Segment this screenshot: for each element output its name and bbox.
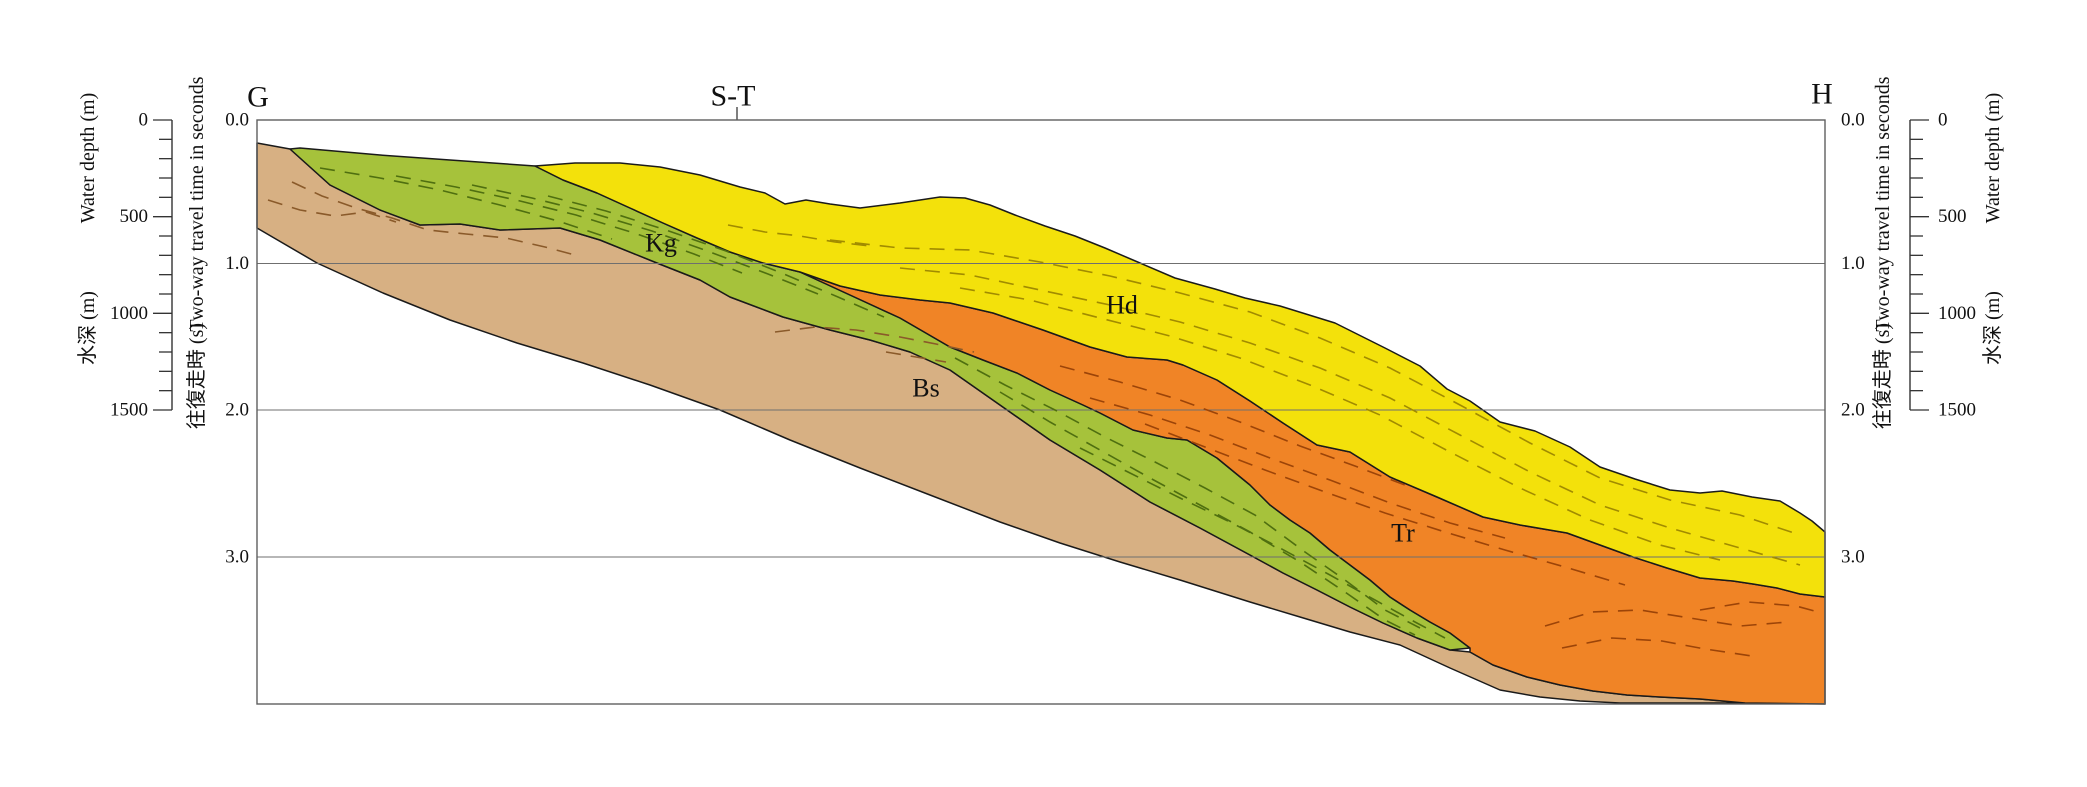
twt-tick-label-right: 3.0: [1841, 547, 1865, 568]
layer-labels: Bs Kg Tr Hd: [645, 229, 1415, 548]
depth-tick-label-left: 1500: [110, 400, 148, 421]
twt-tick-label-right: 1.0: [1841, 253, 1865, 274]
reflector-dash-kg: [954, 357, 1421, 629]
twt-tick-label-left: 0.0: [225, 110, 249, 131]
unit-label-bs: Bs: [912, 374, 939, 403]
reflector-dash-kg: [1079, 447, 1446, 639]
unit-label-hd: Hd: [1106, 291, 1138, 320]
depth-tick-label-left: 1000: [110, 303, 148, 324]
unit-label-kg: Kg: [645, 229, 677, 258]
layer-hd-polygon: [534, 162, 1826, 598]
depth-tick-label-left: 0: [139, 110, 149, 131]
twt-tick-label-left: 2.0: [225, 400, 249, 421]
reflector-dash-bs: [885, 351, 947, 363]
reflector-dash-tr: [1561, 637, 1753, 657]
depth-tick-label-left: 500: [120, 206, 149, 227]
reflector-dash-hd: [829, 239, 1801, 536]
twt-axis-title-en-left: Two-way travel time in seconds: [186, 76, 208, 331]
twt-axis-title-jp-right: 往復走時 (s): [1871, 323, 1894, 429]
reflector-dash-hd: [727, 224, 871, 247]
twt-tick-label-left: 1.0: [225, 253, 249, 274]
reflector-dash-tr: [1144, 423, 1626, 586]
plot-frame: [256, 107, 1826, 705]
profile-endpoint-right: H: [1811, 78, 1833, 111]
unit-label-tr: Tr: [1391, 519, 1415, 548]
reflector-dash-kg: [319, 167, 613, 240]
strata-layers: [256, 142, 1826, 705]
reflector-dash-hd: [959, 287, 1721, 561]
twt-tick-label-right: 2.0: [1841, 400, 1865, 421]
depth-tick-label-right: 500: [1938, 206, 1967, 227]
reflector-dash-kg: [395, 175, 743, 274]
reflector-dash-tr: [1699, 601, 1823, 614]
reflector-dash-tr: [1059, 365, 1406, 486]
profile-crosspoint-st: S-T: [711, 80, 756, 113]
reflector-dash-kg: [547, 195, 885, 318]
reflector-dash-hd: [899, 267, 1801, 566]
twt-axis-title-en-right: Two-way travel time in seconds: [1872, 76, 1894, 331]
depth-axis-title-jp-right: 水深 (m): [1981, 291, 2004, 365]
depth-axis-title-en-right: Water depth (m): [1982, 93, 2004, 224]
reflector-dash-kg: [471, 184, 819, 295]
depth-tick-label-right: 1500: [1938, 400, 1976, 421]
axis-tick-labels: 0 500 1000 1500 0 500 1000 1500 0.0 0.0 1.0 1.0 2.0 2…: [110, 110, 1976, 568]
depth-axis-title-jp-left: 水深 (m): [76, 291, 99, 365]
profile-endpoint-left: G: [247, 81, 269, 114]
depth-axis-title-en-left: Water depth (m): [77, 93, 99, 224]
plot-border: [256, 119, 1826, 705]
reflector-dash-bs: [267, 199, 397, 223]
depth-tick-label-right: 0: [1938, 110, 1948, 131]
reflector-dash-tr: [1544, 609, 1789, 627]
twt-gridlines: [257, 262, 1825, 558]
depth-tick-label-right: 1000: [1938, 303, 1976, 324]
reflector-dash-bs: [774, 326, 975, 353]
reflector-dash-kg: [999, 391, 1416, 636]
internal-reflector-dashes: [267, 167, 1823, 657]
twt-tick-label-right: 0.0: [1841, 110, 1865, 131]
twt-axis-title-jp-left: 往復走時 (s): [185, 323, 208, 429]
twt-tick-label-left: 3.0: [225, 547, 249, 568]
water-depth-scales: [153, 119, 1929, 411]
